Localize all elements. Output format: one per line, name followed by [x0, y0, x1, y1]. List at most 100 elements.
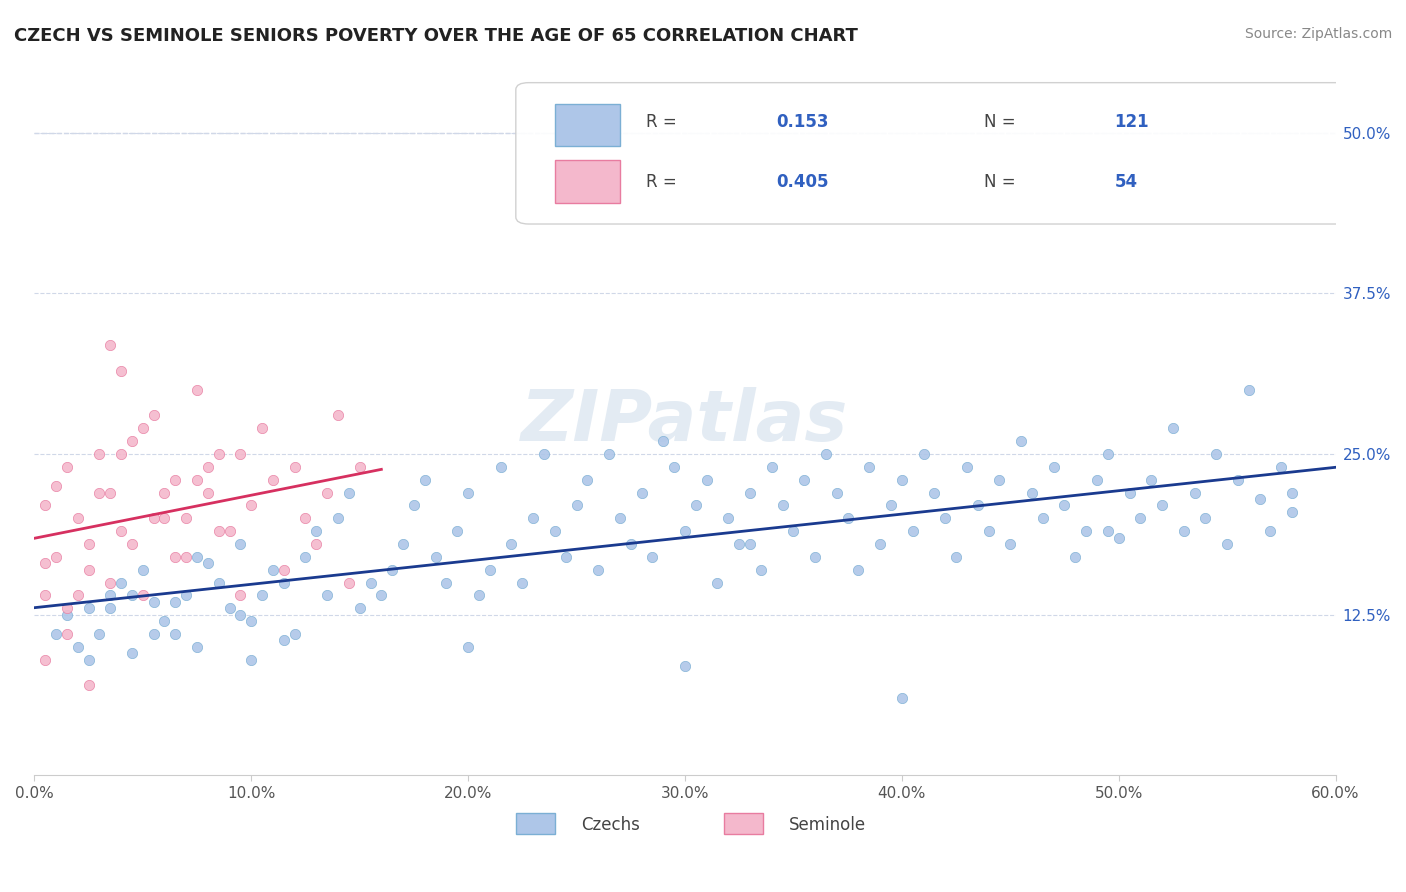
- Text: ZIPatlas: ZIPatlas: [522, 387, 849, 457]
- Text: Seminole: Seminole: [789, 816, 866, 834]
- Point: [77, 537, 100, 551]
- Point: [56, 627, 79, 641]
- Point: [305, 537, 328, 551]
- Point: [1173, 524, 1195, 538]
- Point: [706, 575, 728, 590]
- Point: [121, 537, 143, 551]
- Point: [1118, 485, 1140, 500]
- Point: [34, 588, 56, 602]
- Point: [186, 383, 208, 397]
- Text: 0.405: 0.405: [776, 173, 828, 191]
- Point: [1152, 499, 1174, 513]
- Point: [478, 563, 501, 577]
- Point: [89, 485, 111, 500]
- Point: [142, 409, 165, 423]
- Point: [901, 524, 924, 538]
- Point: [132, 588, 155, 602]
- Point: [673, 659, 696, 673]
- Point: [132, 563, 155, 577]
- Point: [1237, 383, 1260, 397]
- Point: [45, 627, 67, 641]
- Point: [45, 549, 67, 564]
- Point: [598, 447, 620, 461]
- Point: [966, 499, 988, 513]
- Point: [1161, 421, 1184, 435]
- Point: [1184, 485, 1206, 500]
- Point: [208, 575, 231, 590]
- Point: [89, 447, 111, 461]
- Point: [326, 409, 349, 423]
- Point: [208, 447, 231, 461]
- Point: [1249, 491, 1271, 506]
- Point: [620, 537, 643, 551]
- Point: [641, 549, 664, 564]
- Point: [34, 556, 56, 570]
- Point: [121, 588, 143, 602]
- Point: [370, 588, 392, 602]
- Point: [1097, 447, 1119, 461]
- Point: [1281, 505, 1303, 519]
- Point: [793, 473, 815, 487]
- Point: [468, 588, 491, 602]
- Point: [425, 549, 447, 564]
- Point: [110, 447, 132, 461]
- Point: [554, 549, 576, 564]
- Point: [153, 511, 176, 525]
- Point: [804, 549, 827, 564]
- Point: [630, 485, 652, 500]
- Point: [360, 575, 382, 590]
- Point: [533, 447, 555, 461]
- Point: [218, 524, 240, 538]
- Point: [89, 627, 111, 641]
- Bar: [555, 161, 620, 202]
- Text: Czechs: Czechs: [581, 816, 640, 834]
- Point: [728, 537, 751, 551]
- Point: [77, 601, 100, 615]
- Point: [250, 588, 273, 602]
- Text: N =: N =: [984, 112, 1017, 130]
- Point: [501, 537, 523, 551]
- Point: [1129, 511, 1152, 525]
- Point: [153, 485, 176, 500]
- Point: [77, 563, 100, 577]
- Point: [696, 473, 718, 487]
- Point: [685, 499, 707, 513]
- Point: [349, 459, 371, 474]
- Point: [165, 595, 187, 609]
- Point: [153, 614, 176, 628]
- Point: [98, 601, 121, 615]
- Point: [858, 459, 880, 474]
- Point: [316, 485, 339, 500]
- Point: [848, 563, 870, 577]
- Point: [1260, 524, 1282, 538]
- Point: [544, 524, 567, 538]
- Point: [45, 479, 67, 493]
- Point: [229, 607, 252, 622]
- Point: [337, 575, 360, 590]
- Point: [56, 459, 79, 474]
- FancyBboxPatch shape: [516, 83, 1348, 224]
- Point: [457, 640, 479, 654]
- Point: [1000, 537, 1022, 551]
- Text: N =: N =: [984, 173, 1017, 191]
- Text: 121: 121: [1115, 112, 1149, 130]
- Point: [652, 434, 675, 449]
- Point: [890, 691, 912, 706]
- Point: [326, 511, 349, 525]
- Point: [294, 511, 316, 525]
- Point: [174, 549, 197, 564]
- Point: [912, 447, 935, 461]
- Point: [673, 524, 696, 538]
- Text: 0.153: 0.153: [776, 112, 828, 130]
- Point: [262, 473, 284, 487]
- Point: [1085, 473, 1108, 487]
- Point: [66, 511, 89, 525]
- Point: [988, 473, 1011, 487]
- Bar: [724, 813, 763, 834]
- Point: [110, 524, 132, 538]
- Point: [609, 511, 631, 525]
- Point: [489, 459, 512, 474]
- Point: [110, 575, 132, 590]
- Point: [586, 563, 609, 577]
- Point: [436, 575, 458, 590]
